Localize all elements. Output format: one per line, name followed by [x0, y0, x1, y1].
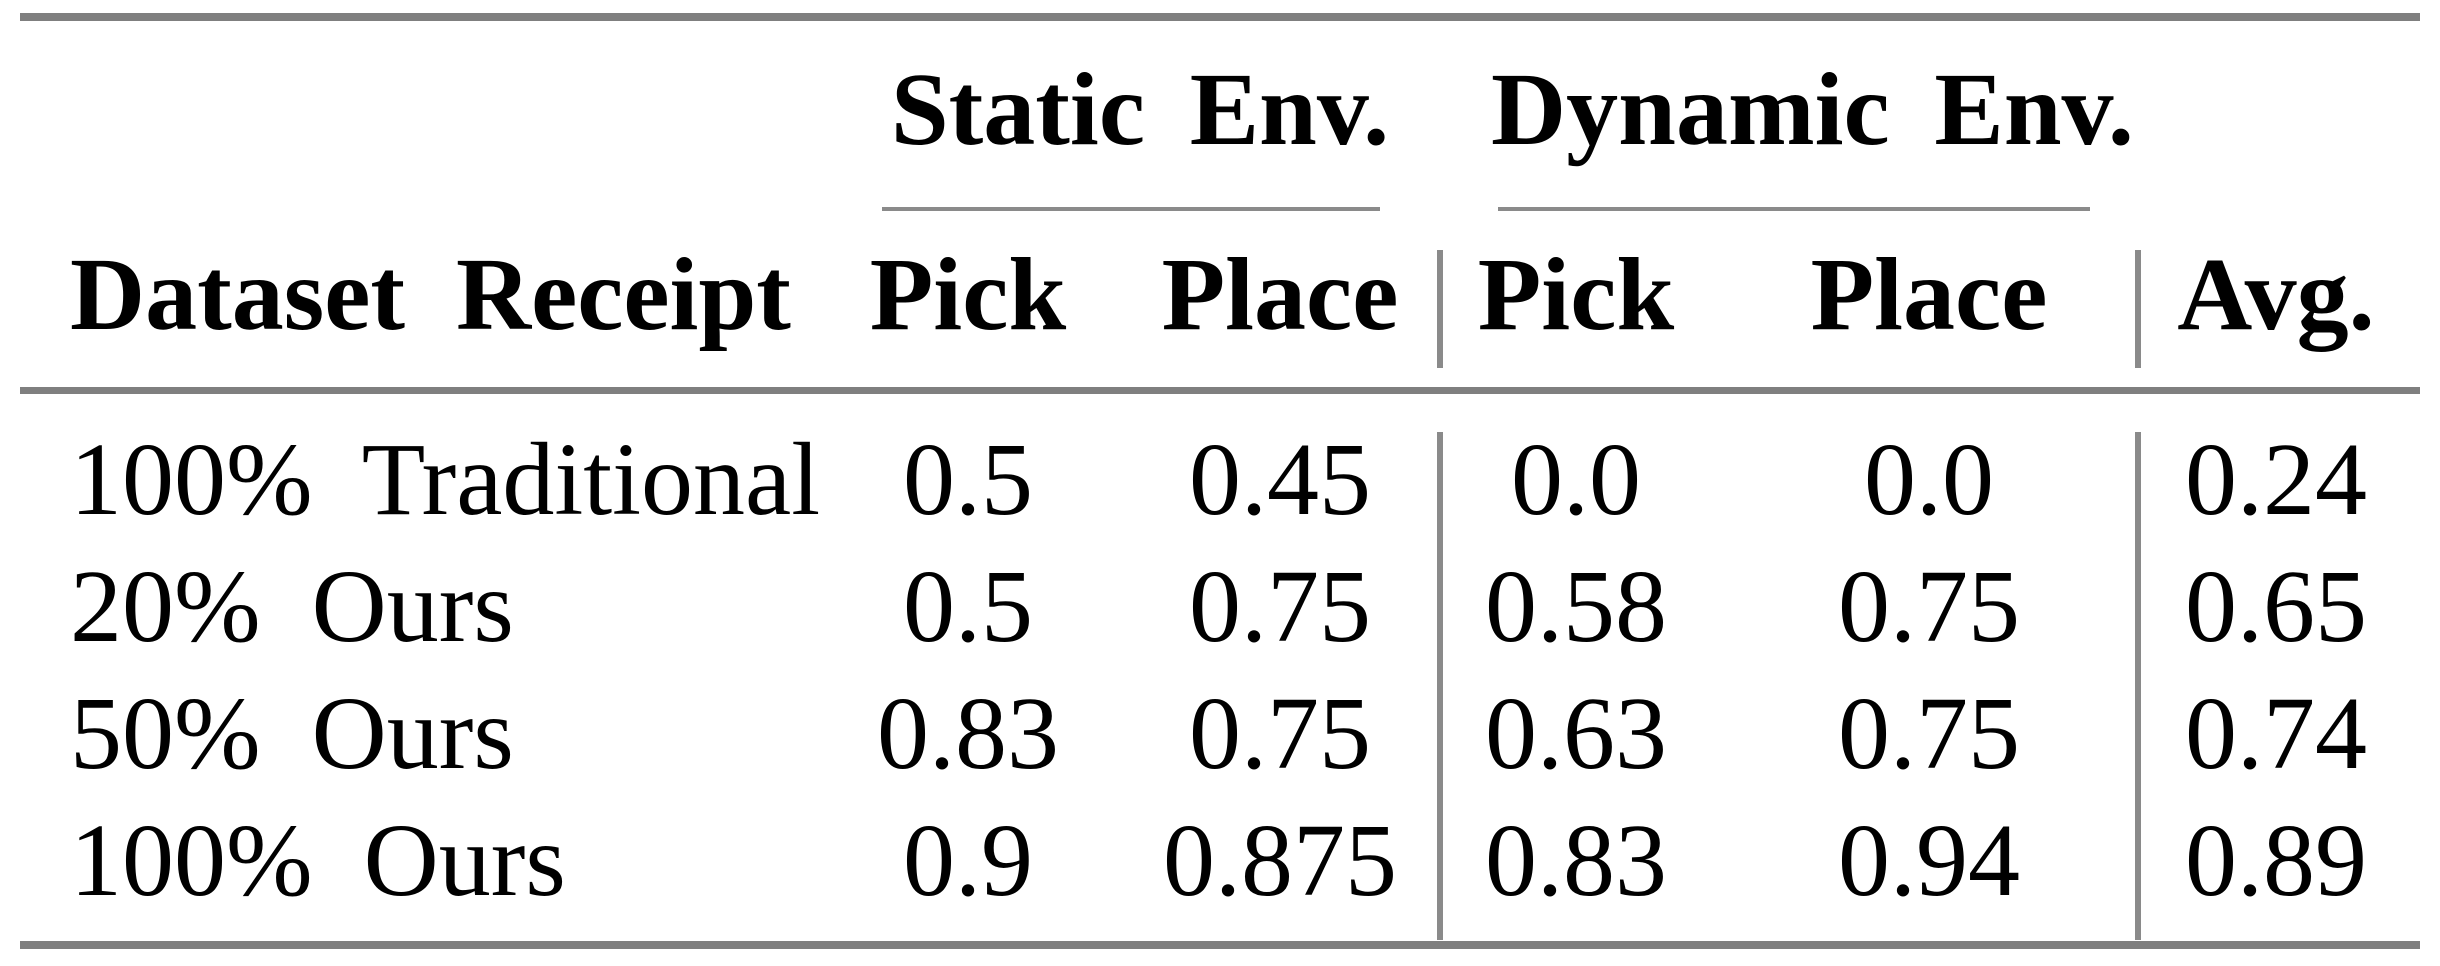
row-label: 100% Traditional	[70, 422, 821, 537]
column-header-static-place: Place	[1161, 237, 1399, 352]
column-header-dynamic-place: Place	[1810, 237, 2048, 352]
cell-avg: 0.65	[2185, 549, 2367, 664]
column-header-avg: Avg.	[2177, 237, 2375, 352]
cell-dynamic-place: 0.94	[1838, 803, 2020, 918]
cell-static-pick: 0.9	[903, 803, 1033, 918]
cell-avg: 0.74	[2185, 676, 2367, 791]
cell-static-place: 0.75	[1189, 676, 1371, 791]
vertical-rule-1-header	[1437, 250, 1443, 368]
cell-avg: 0.24	[2185, 422, 2367, 537]
cell-dynamic-place: 0.0	[1864, 422, 1994, 537]
cell-static-place: 0.45	[1189, 422, 1371, 537]
group-header-static-env: Static Env.	[890, 52, 1390, 167]
cell-dynamic-place: 0.75	[1838, 676, 2020, 791]
column-header-dynamic-pick: Pick	[1477, 237, 1675, 352]
bottom-rule	[20, 941, 2420, 949]
cell-static-pick: 0.83	[877, 676, 1059, 791]
cell-dynamic-place: 0.75	[1838, 549, 2020, 664]
vertical-rule-2-header	[2135, 250, 2141, 368]
top-rule	[20, 13, 2420, 21]
row-label: 20% Ours	[70, 549, 514, 664]
cell-static-pick: 0.5	[903, 549, 1033, 664]
row-label: 50% Ours	[70, 676, 514, 791]
row-label: 100% Ours	[70, 803, 566, 918]
vertical-rule-1-body	[1437, 432, 1443, 940]
cell-static-pick: 0.5	[903, 422, 1033, 537]
column-header-dataset-receipt: Dataset Receipt	[70, 237, 791, 352]
cell-dynamic-pick: 0.83	[1485, 803, 1667, 918]
cmidrule-dynamic-env	[1498, 207, 2090, 211]
vertical-rule-2-body	[2135, 432, 2141, 940]
cell-dynamic-pick: 0.63	[1485, 676, 1667, 791]
cell-avg: 0.89	[2185, 803, 2367, 918]
group-header-dynamic-env: Dynamic Env.	[1491, 52, 2134, 167]
column-header-static-pick: Pick	[869, 237, 1067, 352]
cell-static-place: 0.875	[1163, 803, 1397, 918]
header-separator-rule	[20, 387, 2420, 394]
cell-dynamic-pick: 0.58	[1485, 549, 1667, 664]
cmidrule-static-env	[882, 207, 1380, 211]
cell-static-place: 0.75	[1189, 549, 1371, 664]
cell-dynamic-pick: 0.0	[1511, 422, 1641, 537]
